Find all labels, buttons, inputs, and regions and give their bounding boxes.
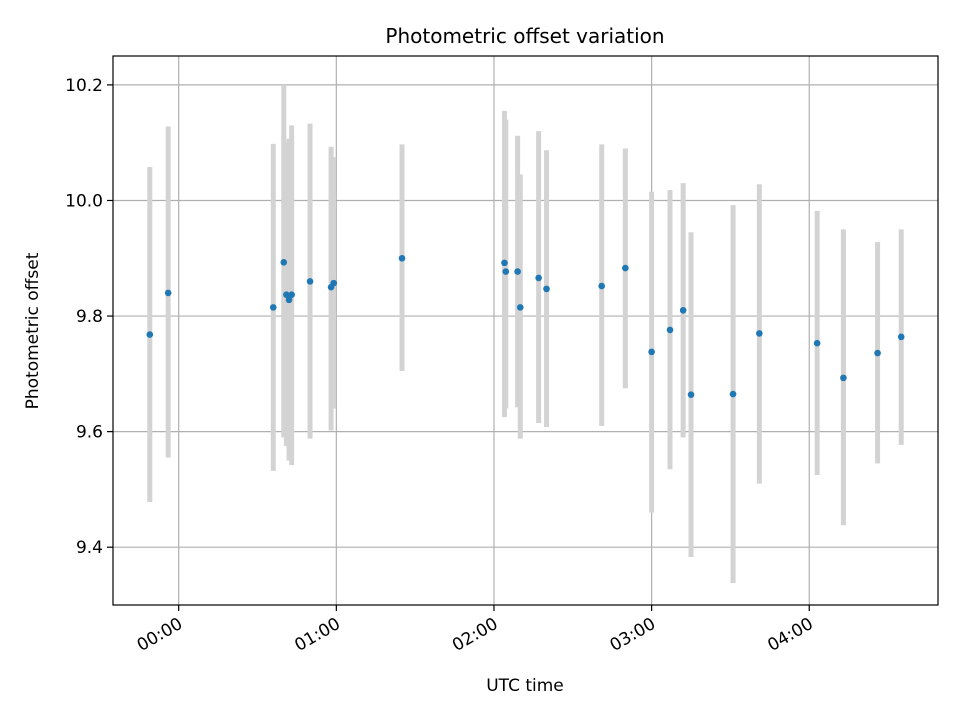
grid-lines [113,56,938,605]
y-tick-label: 9.8 [76,307,103,327]
data-point [679,306,687,314]
data-point [269,304,277,311]
data-point [146,331,154,338]
x-tick-label: 03:00 [607,614,659,656]
data-point [598,282,605,290]
data-point [729,390,737,398]
x-axis-ticks: 00:00 01:00 02:00 03:00 04:00 [134,605,817,656]
error-bars [147,84,904,584]
x-tick-label: 02:00 [449,614,501,656]
data-point [666,326,674,334]
data-point [648,348,655,356]
data-point [514,268,521,275]
data-point [330,279,338,287]
y-tick-label: 10.0 [65,191,103,211]
data-point [285,296,293,304]
data-point [288,291,295,298]
y-axis-label: Photometric offset [23,252,43,409]
data-point [543,285,550,293]
data-point [756,330,763,337]
data-point [516,304,524,311]
data-point [501,259,508,267]
x-tick-label: 00:00 [134,614,186,656]
y-tick-label: 9.6 [76,423,103,443]
x-tick-label: 01:00 [291,614,343,656]
data-point [897,333,905,341]
y-tick-label: 10.2 [65,76,103,96]
data-points [146,254,905,398]
data-point [280,259,288,266]
data-point [164,289,172,297]
data-point [813,339,821,347]
chart-title: Photometric offset variation [385,24,664,48]
data-point [535,274,542,282]
data-point [840,374,847,382]
x-axis-label: UTC time [486,676,564,696]
data-point [622,264,629,272]
y-axis-ticks: 9.4 9.6 9.8 10.0 10.2 [65,76,113,558]
plot-frame [112,55,939,606]
x-tick-label: 04:00 [764,614,816,656]
data-point [306,278,314,285]
data-point [687,391,695,398]
data-point [874,349,881,357]
data-point [398,254,406,262]
data-point [502,268,510,275]
data-point [283,291,290,298]
y-tick-label: 9.4 [76,538,103,558]
